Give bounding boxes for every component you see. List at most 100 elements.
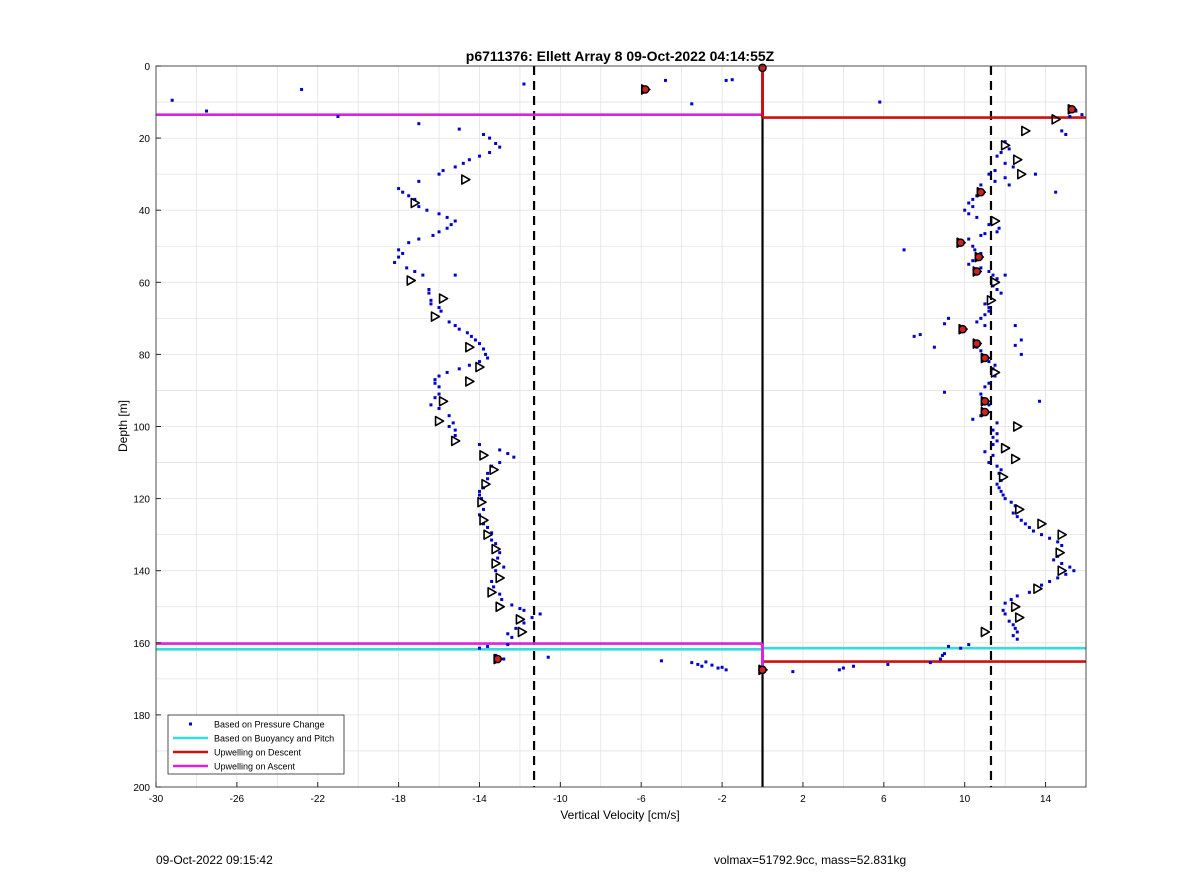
pressure-point (991, 273, 995, 277)
pressure-point (490, 580, 494, 584)
pressure-point (477, 154, 481, 158)
x-tick-label: -18 (391, 794, 406, 805)
descent-profile-marker (1033, 583, 1043, 595)
ascent-profile-marker (495, 601, 505, 613)
pressure-point (975, 320, 979, 324)
pressure-point (1007, 147, 1011, 151)
pressure-point (1056, 540, 1060, 544)
descent-profile-marker (1014, 504, 1025, 515)
pressure-point (453, 434, 457, 438)
pressure-point (300, 87, 304, 91)
pressure-point (502, 657, 506, 661)
pressure-point (449, 223, 453, 227)
pressure-point (1023, 522, 1027, 526)
pressure-point (1011, 511, 1015, 515)
pressure-point (397, 248, 401, 252)
pressure-point (979, 316, 983, 320)
descent-upwelling-marker (980, 407, 990, 417)
pressure-point (492, 585, 496, 589)
pressure-point (397, 187, 401, 191)
pressure-point (971, 197, 975, 201)
y-tick-label: 40 (139, 206, 151, 217)
pressure-point (1003, 176, 1007, 180)
pressure-point (993, 169, 997, 173)
footer-timestamp: 09-Oct-2022 09:15:42 (156, 853, 273, 867)
pressure-point (1009, 598, 1013, 602)
pressure-point (1013, 343, 1017, 347)
pressure-point (1003, 161, 1007, 165)
pressure-point (1003, 273, 1007, 277)
ascent-profile-marker (438, 293, 449, 304)
pressure-point (522, 82, 526, 86)
descent-upwelling-marker (974, 252, 984, 262)
pressure-point (1011, 165, 1015, 169)
pressure-point (1040, 533, 1044, 537)
pressure-point (716, 666, 720, 670)
pressure-point (447, 320, 451, 324)
pressure-point (659, 659, 663, 663)
y-tick-label: 0 (144, 62, 150, 73)
pressure-point (928, 661, 932, 665)
pressure-point (405, 266, 409, 270)
ascent-profile-marker (479, 514, 489, 526)
pressure-point (724, 78, 728, 82)
pressure-point (690, 661, 694, 665)
descent-profile-marker (1012, 154, 1023, 166)
pressure-point (1019, 338, 1023, 342)
pressure-point (938, 657, 942, 661)
pressure-point (987, 309, 991, 313)
pressure-point (429, 403, 433, 407)
legend-box (167, 714, 345, 775)
pressure-point (482, 132, 486, 136)
y-tick-label: 180 (133, 711, 150, 722)
pressure-point (447, 425, 451, 428)
pressure-point (427, 291, 431, 295)
pressure-point (852, 664, 855, 668)
pressure-point (696, 662, 700, 666)
pressure-point (407, 241, 411, 245)
pressure-point (999, 151, 1003, 155)
pressure-point (437, 306, 441, 310)
descent-profile-marker (986, 295, 997, 306)
pressure-point (1068, 565, 1072, 569)
pressure-point (995, 154, 999, 158)
pressure-point (971, 205, 975, 209)
pressure-point (457, 327, 461, 331)
pressure-point (1015, 630, 1019, 634)
pressure-point (1040, 583, 1044, 587)
pressure-point (995, 230, 999, 234)
pressure-point (437, 172, 441, 176)
pressure-point (912, 334, 916, 338)
pressure-point (1003, 601, 1007, 605)
pressure-point (445, 226, 449, 230)
descent-profile-marker (980, 626, 991, 638)
pressure-point (437, 406, 441, 410)
x-tick-label: 6 (881, 794, 887, 805)
pressure-point (1009, 500, 1013, 504)
ascent-profile-marker (487, 587, 497, 598)
descent-upwelling-marker (980, 396, 990, 406)
pressure-point (498, 145, 502, 149)
pressure-point (995, 277, 999, 281)
pressure-point (979, 233, 983, 237)
legend-label: Based on Buoyancy and Pitch (214, 734, 334, 744)
ascent-profile-marker (406, 275, 417, 286)
descent-profile-marker (1017, 168, 1027, 180)
ascent-upwelling-marker (640, 85, 650, 94)
pressure-point (1001, 493, 1005, 497)
pressure-point (506, 643, 510, 647)
pressure-point (530, 616, 534, 620)
y-tick-label: 120 (133, 495, 150, 506)
pressure-point (514, 626, 518, 630)
descent-profile-marker (1000, 442, 1011, 454)
pressure-point (1060, 561, 1064, 565)
ascent-profile-marker (515, 614, 526, 625)
pressure-point (971, 259, 975, 263)
pressure-point (451, 421, 455, 425)
pressure-point (700, 664, 704, 668)
descent-profile-marker (1000, 140, 1011, 151)
pressure-point (498, 592, 502, 596)
pressure-point (538, 612, 542, 616)
pressure-point (999, 291, 1003, 295)
pressure-point (983, 385, 987, 389)
